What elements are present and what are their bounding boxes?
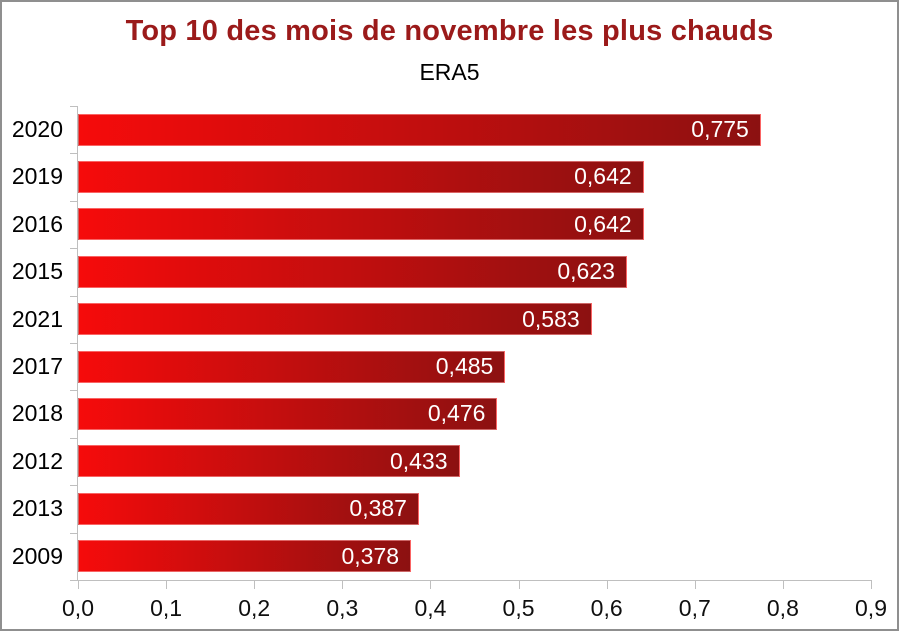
x-axis-tick [606, 580, 608, 589]
bar-row: 2012 0,433 [12, 438, 871, 485]
year-label: 2020 [11, 116, 63, 142]
x-axis-tick [254, 580, 256, 589]
bar-value-label: 0,485 [435, 353, 494, 379]
bar-row: 2018 0,476 [12, 390, 871, 437]
year-label: 2012 [11, 447, 63, 474]
bar-row: 2009 0,378 [12, 533, 871, 580]
bar-row: 2015 0,623 [12, 248, 871, 295]
y-axis-tick [70, 295, 78, 297]
y-axis-tick [70, 485, 78, 487]
bar-value-label: 0,387 [349, 495, 407, 522]
bar-value-label: 0,476 [427, 400, 486, 427]
bar: 0,775 [78, 113, 761, 146]
x-axis-tick [694, 580, 696, 589]
bar-row: 2017 0,485 [12, 343, 871, 390]
x-tick-label: 0,4 [414, 595, 447, 621]
y-axis-tick [70, 343, 78, 344]
bar-value-label: 0,623 [557, 258, 615, 285]
bar-row: 2020 0,775 [12, 106, 871, 153]
year-label: 2017 [11, 353, 63, 379]
y-axis-tick [70, 437, 78, 439]
bar-value-label: 0,775 [691, 116, 749, 142]
x-tick-label: 0,0 [62, 595, 94, 621]
bar: 0,433 [78, 445, 460, 478]
bar-row: 2021 0,583 [12, 296, 871, 343]
y-axis-tick [70, 106, 78, 107]
year-label: 2015 [11, 258, 63, 285]
y-axis-tick [70, 390, 78, 392]
x-axis-tick [166, 580, 168, 589]
plot-area: 2020 0,775 2019 0,642 2016 0,642 2015 0,623 2021… [12, 106, 887, 621]
x-axis-tick [430, 580, 432, 589]
y-axis-tick [70, 580, 78, 581]
year-label: 2013 [11, 495, 63, 522]
year-label: 2016 [11, 210, 63, 237]
bar: 0,642 [78, 160, 644, 193]
bar-value-label: 0,642 [574, 210, 632, 237]
bar: 0,476 [78, 397, 498, 430]
chart-title: Top 10 des mois de novembre les plus cha… [125, 15, 774, 47]
chart-subtitle: ERA5 [419, 59, 480, 85]
bar: 0,378 [78, 540, 412, 573]
bar: 0,387 [78, 492, 419, 525]
x-axis-tick [871, 580, 872, 589]
bar-value-label: 0,583 [522, 305, 580, 332]
x-axis-tick [342, 580, 344, 589]
year-label: 2021 [11, 305, 63, 332]
x-tick-label: 0,3 [326, 595, 359, 621]
y-axis-tick [70, 532, 78, 534]
bar-value-label: 0,433 [389, 447, 448, 474]
bar-row: 2019 0,642 [12, 153, 871, 200]
x-tick-label: 0,7 [678, 595, 711, 621]
x-tick-label: 0,2 [238, 595, 271, 621]
bar: 0,583 [78, 303, 592, 336]
bar: 0,623 [78, 255, 627, 288]
x-tick-label: 0,1 [150, 595, 183, 621]
x-axis-tick [782, 580, 784, 589]
y-axis-tick [70, 200, 78, 202]
bar: 0,485 [78, 350, 506, 383]
x-tick-label: 0,6 [590, 595, 623, 621]
bar-value-label: 0,378 [341, 542, 400, 569]
x-tick-label: 0,8 [766, 595, 799, 621]
x-axis-tick [518, 580, 520, 589]
bar-row: 2013 0,387 [12, 485, 871, 532]
y-axis-tick [70, 248, 78, 250]
bar-row: 2016 0,642 [12, 201, 871, 248]
y-axis-tick [70, 153, 78, 155]
bar: 0,642 [78, 208, 644, 241]
x-tick-label: 0,9 [855, 595, 887, 621]
year-label: 2018 [11, 400, 63, 427]
bar-value-label: 0,642 [574, 163, 632, 190]
x-tick-label: 0,5 [502, 595, 535, 621]
year-label: 2019 [11, 163, 63, 190]
year-label: 2009 [11, 542, 63, 569]
x-axis-tick [78, 580, 79, 589]
